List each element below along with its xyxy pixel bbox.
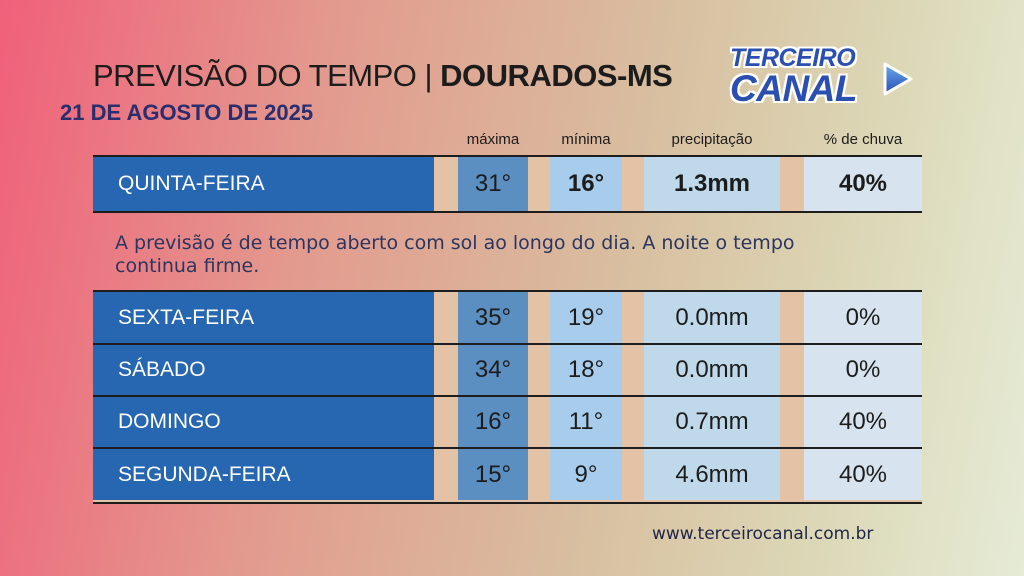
min-temp-cell: 11° xyxy=(550,397,622,447)
column-header-min: mínima xyxy=(561,131,611,148)
row-divider xyxy=(93,447,922,449)
rain-chance-cell: 40% xyxy=(804,397,922,447)
precip-cell: 0.0mm xyxy=(644,292,780,343)
rain-chance-cell: 40% xyxy=(804,157,922,211)
day-cell: QUINTA-FEIRA xyxy=(93,157,434,211)
day-cell: SÁBADO xyxy=(93,345,434,395)
row-divider xyxy=(93,343,922,345)
column-header-rain: % de chuva xyxy=(823,131,903,148)
title-prefix: PREVISÃO DO TEMPO | xyxy=(93,58,441,93)
precip-cell: 0.0mm xyxy=(644,345,780,395)
max-temp-cell: 15° xyxy=(458,449,528,500)
terceiro-canal-logo: TERCEIRO CANAL xyxy=(730,44,930,112)
day-cell: DOMINGO xyxy=(93,397,434,447)
forecast-date: 21 DE AGOSTO DE 2025 xyxy=(60,100,314,125)
max-temp-cell: 31° xyxy=(458,157,528,211)
day-cell: SEXTA-FEIRA xyxy=(93,292,434,343)
max-temp-cell: 34° xyxy=(458,345,528,395)
logo-line-1: TERCEIRO xyxy=(730,44,856,72)
table-row: SEGUNDA-FEIRA 15° 9° 4.6mm 40% xyxy=(93,449,922,500)
rain-chance-cell: 0% xyxy=(804,292,922,343)
title-city: DOURADOS-MS xyxy=(440,58,673,93)
min-temp-cell: 19° xyxy=(550,292,622,343)
table-row: SEXTA-FEIRA 35° 19° 0.0mm 0% xyxy=(93,292,922,343)
logo-line-2: CANAL xyxy=(730,68,857,109)
column-header-precip: precipitação xyxy=(671,131,753,148)
play-icon xyxy=(883,62,913,96)
precip-cell: 1.3mm xyxy=(644,157,780,211)
max-temp-cell: 35° xyxy=(458,292,528,343)
table-row: SÁBADO 34° 18° 0.0mm 0% xyxy=(93,345,922,395)
website-url: www.terceirocanal.com.br xyxy=(652,524,874,544)
precip-cell: 0.7mm xyxy=(644,397,780,447)
today-row: QUINTA-FEIRA 31° 16° 1.3mm 40% xyxy=(93,155,922,213)
rain-chance-cell: 0% xyxy=(804,345,922,395)
min-temp-cell: 18° xyxy=(550,345,622,395)
precip-cell: 4.6mm xyxy=(644,449,780,500)
rain-chance-cell: 40% xyxy=(804,449,922,500)
row-divider xyxy=(93,395,922,397)
forecast-table: SEXTA-FEIRA 35° 19° 0.0mm 0% SÁBADO 34° … xyxy=(93,290,922,504)
day-cell: SEGUNDA-FEIRA xyxy=(93,449,434,500)
page-title: PREVISÃO DO TEMPO | DOURADOS-MS xyxy=(93,58,673,94)
column-header-max: máxima xyxy=(466,131,520,148)
max-temp-cell: 16° xyxy=(458,397,528,447)
min-temp-cell: 9° xyxy=(550,449,622,500)
min-temp-cell: 16° xyxy=(550,157,622,211)
table-row: DOMINGO 16° 11° 0.7mm 40% xyxy=(93,397,922,447)
forecast-description: A previsão é de tempo aberto com sol ao … xyxy=(115,232,795,277)
